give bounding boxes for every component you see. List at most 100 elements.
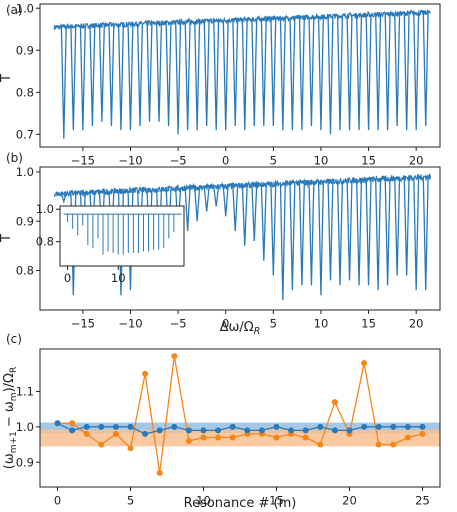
panel-b-resonance-dip — [289, 183, 296, 291]
inset-x-tick-label: 0 — [64, 271, 71, 285]
orange-series-point — [404, 434, 411, 441]
blue-series-point — [142, 430, 149, 437]
panel-b-x-tick-label: −15 — [71, 317, 95, 331]
panel-b-resonance-dip — [413, 177, 420, 291]
panel-c-plot-layer — [40, 353, 440, 476]
panel-b-inset: 0 10 0.8 1.0 — [36, 202, 185, 285]
panel-a-resonance-dip — [355, 15, 363, 131]
panel-c-x-tick-label: 20 — [342, 494, 357, 508]
panel-a-resonance-dip — [213, 20, 220, 131]
panel-a-resonance-dip — [327, 16, 334, 135]
panel-a-resonance-dip — [155, 23, 163, 122]
panel-b-resonance-dip — [355, 180, 363, 286]
blue-series-point — [200, 427, 207, 434]
panel-a-resonance-dip — [298, 17, 305, 131]
panel-a-x-tick-label: 5 — [270, 154, 277, 168]
panel-c-y-tick-label: 1.1 — [16, 385, 34, 399]
blue-series-point — [419, 423, 426, 430]
orange-series-point — [419, 430, 426, 437]
blue-series-point — [185, 427, 192, 434]
orange-series-point — [112, 430, 119, 437]
panel-a-resonance-dip — [422, 12, 429, 126]
orange-series-point — [200, 434, 207, 441]
panel-a-resonance-dip — [203, 21, 210, 126]
panel-a-resonance-dip — [308, 17, 315, 126]
panel-a-resonance-dip — [232, 20, 239, 126]
blue-series-point — [302, 427, 309, 434]
panel-b-y-tick-label: 1.0 — [16, 165, 34, 179]
panel-a-resonance-dip — [403, 13, 410, 131]
orange-series-point — [331, 399, 338, 406]
blue-series-point — [346, 427, 353, 434]
panel-a-resonance-dip — [165, 22, 172, 126]
panel-a-x-tick-label: −15 — [71, 154, 95, 168]
panel-a-x-tick-label: 15 — [361, 154, 376, 168]
panel-c-x-tick-label: 10 — [196, 494, 211, 508]
panel-b-resonance-dip — [336, 180, 344, 286]
blue-series-point — [390, 423, 397, 430]
panel-b-x-tick-label: 5 — [270, 317, 277, 331]
orange-series-point — [127, 445, 134, 452]
panel-a-resonance-dip — [251, 19, 258, 126]
panel-b-resonance-dip — [403, 177, 410, 276]
panel-a-resonance-dip — [279, 18, 286, 131]
panel-b-resonance-dip — [384, 178, 391, 286]
panel-a-resonance-dip — [89, 25, 96, 126]
panel-b-resonance-dip — [184, 187, 191, 232]
panel-b-ticks: −15 −10 −5 0 5 10 15 200.80.91.0 — [16, 165, 424, 330]
blue-series-point — [375, 423, 382, 430]
orange-series-point — [171, 353, 178, 360]
blue-series-point — [69, 427, 76, 434]
orange-series-point — [390, 441, 397, 448]
orange-series-point — [273, 434, 280, 441]
panel-c-y-axis-label: (ωm+1 − ωm)/ΩR — [2, 367, 19, 470]
panel-a-resonance-dip — [289, 17, 296, 131]
panel-a-resonance-dip — [384, 14, 391, 131]
blue-series-point — [54, 420, 61, 427]
panel-a-resonance-dip — [184, 21, 191, 131]
panel-a-resonance-dip — [194, 21, 201, 131]
panel-c-y-tick-label: 1.0 — [16, 420, 34, 434]
inset-frame — [59, 205, 185, 267]
orange-series-point — [156, 469, 163, 476]
panel-b-resonance-dip — [241, 185, 248, 246]
orange-series-point — [69, 420, 76, 427]
panel-b-resonance-dip — [279, 183, 286, 301]
orange-series-point — [83, 430, 90, 437]
blue-series-point — [404, 423, 411, 430]
panel-c-label: (c) — [6, 332, 22, 346]
panel-a-y-tick-label: 0.7 — [16, 128, 34, 142]
panel-b-x-tick-label: 10 — [314, 317, 329, 331]
panel-b-x-tick-label: −5 — [170, 317, 187, 331]
panel-a-resonance-dip — [98, 25, 105, 122]
panel-a-x-tick-label: 0 — [222, 154, 229, 168]
panel-a-resonance-dip — [260, 18, 267, 126]
panel-b-resonance-dip — [251, 184, 258, 241]
panel-a-label: (a) — [6, 3, 23, 17]
panel-a-resonance-dip — [346, 15, 353, 131]
orange-series-point — [185, 438, 192, 444]
panel-a-resonance-dip — [60, 26, 67, 139]
panel-b-resonance-dip — [375, 179, 382, 291]
blue-series-point — [317, 423, 324, 430]
panel-b-resonance-dip — [346, 180, 353, 281]
panel-b-resonance-dip — [213, 186, 220, 207]
panel-a-resonance-dip — [336, 15, 344, 131]
panel-c-frame — [39, 348, 441, 488]
orange-uncertainty-band — [40, 429, 440, 447]
blue-series-point — [229, 423, 236, 430]
panel-a-resonance-dip — [70, 26, 77, 131]
panel-b-resonance-dip — [260, 184, 267, 261]
blue-series-point — [171, 423, 178, 430]
panel-b-resonance-dip — [327, 181, 334, 281]
panel-a-x-tick-label: 20 — [409, 154, 424, 168]
panel-c-x-tick-label: 15 — [269, 494, 284, 508]
panel-b-x-tick-label: 20 — [409, 317, 424, 331]
panel-b-x-tick-label: −10 — [118, 317, 142, 331]
panel-a-resonance-dip — [394, 13, 401, 126]
panel-b-resonance-dip — [298, 182, 305, 286]
panel-a: (a) −15 −10 −5 0 5 10 15 20 0.7 0.8 0.9 1.0 T — [0, 1, 441, 168]
blue-series-point — [83, 423, 90, 430]
orange-series-point — [98, 441, 105, 448]
panel-a-resonance-dip — [79, 25, 86, 131]
